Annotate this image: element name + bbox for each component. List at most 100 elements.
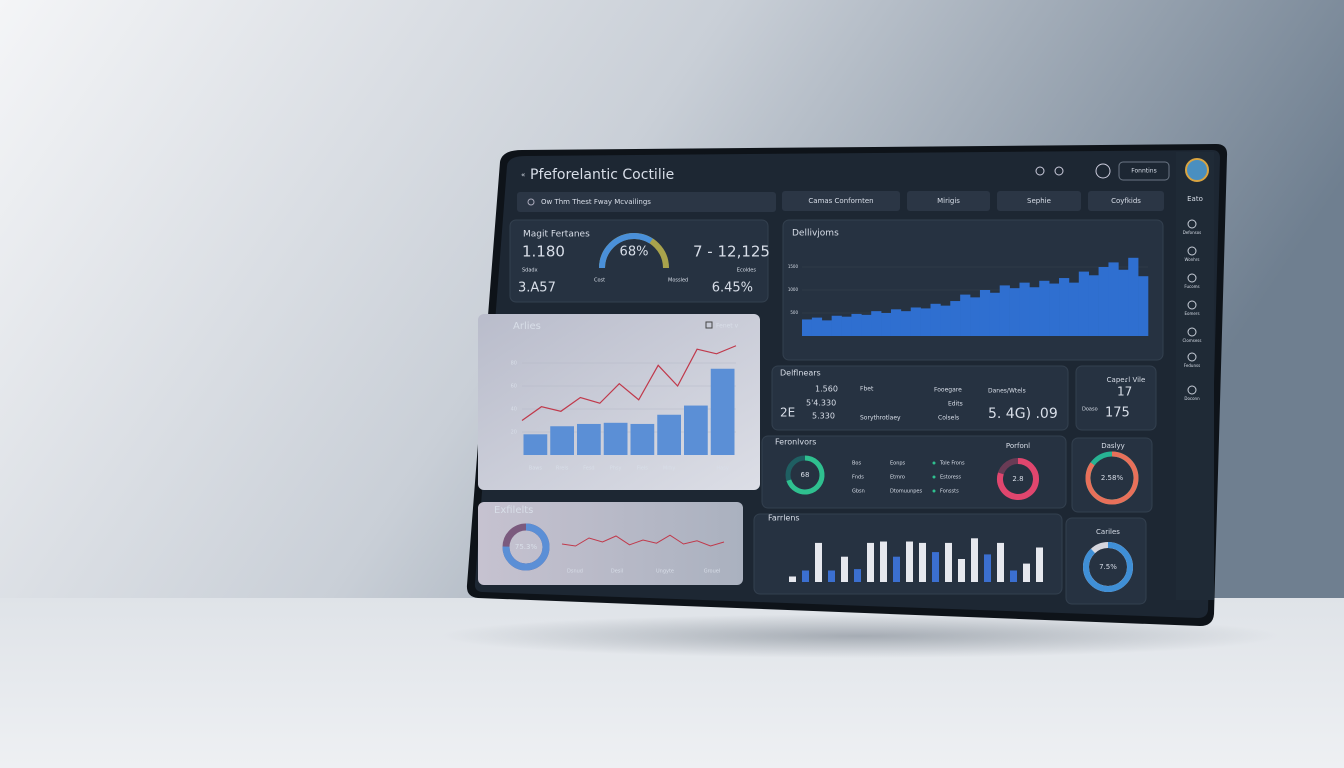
bar — [802, 570, 809, 582]
tab-label: Coyfkids — [1111, 197, 1141, 205]
donut-label: 2.58% — [1101, 474, 1124, 482]
bar — [906, 541, 913, 582]
x-tick-label: Baws — [529, 466, 543, 472]
panel — [509, 219, 769, 303]
bar — [523, 434, 548, 455]
sidebar-icon[interactable] — [1187, 352, 1197, 362]
gauge-arc — [599, 233, 653, 269]
list-item: Eonps — [890, 461, 906, 467]
sidebar-label: Doconn — [1184, 396, 1200, 401]
sidebar — [1176, 152, 1214, 600]
bar — [854, 569, 861, 582]
panel-title: Exfilelts — [494, 505, 533, 516]
bar — [919, 542, 926, 582]
sidebar-label: Fucoms — [1184, 284, 1199, 289]
bar — [881, 313, 892, 336]
tab[interactable] — [782, 191, 900, 211]
sidebar-icon[interactable] — [1187, 385, 1197, 395]
stat-text: Danes/Wtels — [988, 388, 1026, 395]
sidebar-icon[interactable] — [1187, 273, 1197, 283]
top-icon[interactable] — [1095, 163, 1111, 179]
bar — [815, 542, 822, 582]
stat-value: 175 — [1105, 406, 1130, 421]
y-tick-label: 80 — [511, 361, 517, 367]
button-label: Fonntins — [1131, 168, 1156, 175]
bar — [940, 305, 951, 336]
donut-arc — [786, 455, 825, 495]
list-item: Fonssts — [940, 489, 959, 495]
sidebar-icon[interactable] — [1187, 219, 1197, 229]
sidebar-label: Wonhrs — [1185, 257, 1200, 262]
bar — [871, 311, 882, 336]
bar — [828, 570, 835, 582]
panel-title: Delflnears — [780, 369, 821, 378]
legend-box[interactable] — [705, 321, 713, 329]
list-dot — [932, 475, 936, 479]
stat-text: 5.330 — [812, 412, 835, 421]
panel-title: Cariles — [1096, 528, 1120, 536]
x-label: Desil — [611, 569, 623, 575]
stat-text: Fbet — [860, 386, 874, 393]
tab[interactable] — [907, 191, 990, 211]
panel-title: Dellivjoms — [792, 229, 839, 239]
sidebar-label: Eomers — [1184, 311, 1199, 316]
x-tick-label: Mrhy — [663, 466, 675, 472]
device-shadow — [440, 614, 1280, 658]
stat-text: Edits — [948, 401, 963, 408]
bar — [999, 285, 1010, 336]
bar — [970, 297, 981, 336]
stat-text: 1.560 — [815, 385, 838, 394]
bar — [1088, 275, 1099, 336]
x-label: Dsnud — [567, 569, 583, 575]
y-tick-label: 1500 — [788, 264, 799, 269]
menu-icon[interactable]: « — [521, 171, 525, 179]
search-bar[interactable] — [517, 192, 776, 212]
kpi-value: 3.A57 — [518, 281, 556, 296]
bar — [841, 316, 852, 336]
top-icon[interactable] — [1035, 166, 1045, 176]
kpi-note: Cost — [594, 278, 605, 284]
tab[interactable] — [997, 191, 1081, 211]
list-item: Estoress — [940, 475, 961, 481]
x-label: Grouel — [704, 569, 721, 575]
bar — [900, 311, 912, 336]
kpi-value: 1.180 — [522, 243, 565, 261]
avatar[interactable] — [1185, 158, 1209, 182]
top-button[interactable] — [1118, 161, 1170, 181]
bar — [1023, 563, 1030, 582]
y-tick-label: 1000 — [788, 287, 799, 292]
list-item: Tole Frons — [939, 461, 965, 467]
top-icon[interactable] — [1054, 166, 1064, 176]
x-tick-label: Rrels — [556, 466, 569, 472]
x-tick-label: Hasy — [716, 466, 728, 472]
bar — [861, 314, 872, 336]
panel-title: Farrlens — [768, 514, 800, 523]
donut-arc — [1083, 542, 1133, 592]
x-tick-label: Fesd — [583, 466, 594, 472]
search-text: Ow Thm Thest Fway Mcvailings — [541, 198, 651, 206]
panel-title: Porfonl — [1006, 442, 1030, 450]
stat-text: 2E — [780, 406, 795, 420]
stat-value: 17 — [1117, 385, 1132, 399]
stat-text: Colsels — [938, 415, 959, 422]
sidebar-icon[interactable] — [1187, 327, 1197, 337]
bar — [893, 556, 900, 582]
bar — [989, 292, 1001, 336]
bar — [550, 426, 574, 455]
panel-title: Magit Fertanes — [523, 230, 590, 240]
list-dot — [932, 489, 936, 493]
tab[interactable] — [1088, 191, 1164, 211]
bar — [577, 423, 601, 455]
bar — [630, 423, 655, 455]
bar — [1118, 269, 1129, 336]
sidebar-icon[interactable] — [1187, 246, 1197, 256]
panel-title: Daslyy — [1101, 442, 1125, 450]
bar — [950, 301, 961, 336]
sidebar-icon[interactable] — [1187, 300, 1197, 310]
kpi-value: 7 - 12,125 — [693, 243, 770, 261]
bar — [811, 317, 823, 336]
bar — [920, 308, 931, 336]
bar — [851, 313, 862, 336]
